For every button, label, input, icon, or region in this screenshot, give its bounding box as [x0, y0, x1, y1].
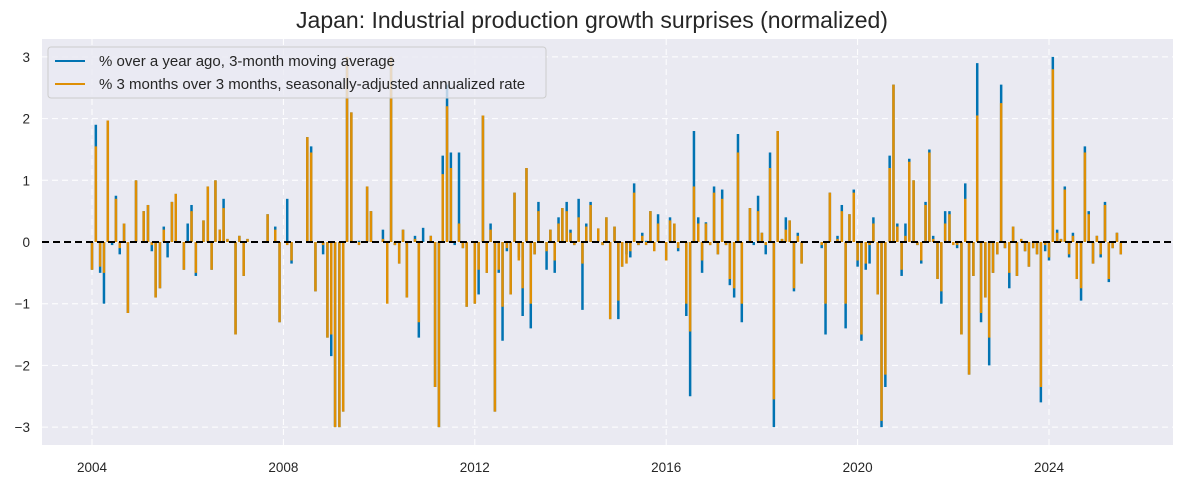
legend: % over a year ago, 3-month moving averag… [47, 46, 547, 99]
y-tick-label: −1 [15, 297, 30, 312]
y-tick-label: −2 [15, 358, 30, 373]
x-tick-label: 2024 [1034, 460, 1065, 475]
legend-label-series-2: % 3 months over 3 months, seasonally-adj… [99, 76, 525, 93]
series-2-bars [90, 56, 1123, 428]
x-tick-label: 2020 [843, 460, 873, 475]
chart-title: Japan: Industrial production growth surp… [296, 7, 888, 33]
y-tick-label: 1 [22, 173, 30, 188]
y-tick-label: 0 [22, 235, 30, 250]
y-tick-label: 3 [22, 50, 30, 65]
legend-label-series-1: % over a year ago, 3-month moving averag… [99, 53, 395, 70]
x-axis: 2004 2008 2012 2016 2020 2024 [77, 460, 1065, 475]
y-axis: −3 −2 −1 0 1 2 3 [15, 50, 30, 435]
legend-box [47, 46, 547, 99]
x-tick-label: 2016 [651, 460, 681, 475]
x-tick-label: 2008 [268, 460, 298, 475]
y-tick-label: −3 [15, 420, 30, 435]
x-tick-label: 2012 [460, 460, 490, 475]
y-tick-label: 2 [22, 112, 30, 127]
x-tick-label: 2004 [77, 460, 108, 475]
